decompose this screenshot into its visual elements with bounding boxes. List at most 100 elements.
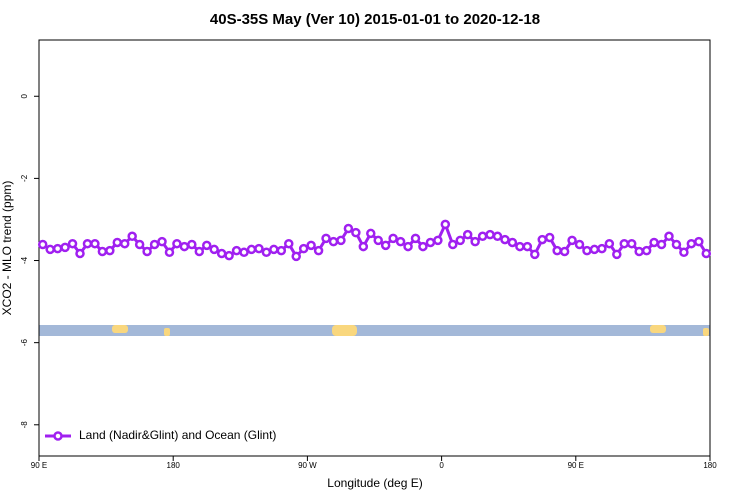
data-point bbox=[187, 239, 197, 250]
data-point bbox=[97, 246, 108, 257]
data-point bbox=[313, 245, 324, 256]
data-point bbox=[530, 249, 540, 260]
data-point bbox=[567, 235, 577, 246]
data-point bbox=[194, 246, 205, 257]
data-point bbox=[358, 241, 369, 252]
data-point bbox=[127, 231, 137, 242]
land-patch bbox=[112, 325, 128, 333]
data-point bbox=[142, 246, 152, 257]
legend-marker bbox=[53, 431, 63, 441]
y-axis-label: XCO2 - MLO trend (ppm) bbox=[0, 181, 14, 316]
data-point bbox=[149, 239, 160, 250]
chart-title: 40S-35S May (Ver 10) 2015-01-01 to 2020-… bbox=[210, 11, 540, 28]
data-point bbox=[105, 245, 115, 256]
data-point bbox=[52, 243, 63, 254]
data-point bbox=[321, 233, 331, 244]
data-point bbox=[671, 239, 682, 250]
data-point bbox=[619, 238, 630, 249]
data-point bbox=[82, 238, 93, 249]
data-point bbox=[612, 249, 622, 260]
x-tick-label: 90 E bbox=[31, 461, 47, 470]
data-point bbox=[664, 231, 674, 242]
data-point bbox=[276, 245, 287, 256]
data-point bbox=[686, 238, 697, 249]
data-point bbox=[522, 241, 533, 252]
data-point bbox=[216, 248, 227, 259]
data-point bbox=[418, 241, 428, 252]
data-point bbox=[246, 244, 257, 255]
data-point bbox=[388, 233, 398, 244]
data-point bbox=[291, 251, 301, 262]
data-point bbox=[112, 237, 123, 248]
data-point bbox=[649, 237, 659, 248]
data-point bbox=[679, 247, 689, 258]
data-point bbox=[597, 243, 607, 254]
land-patch bbox=[703, 328, 709, 336]
data-point bbox=[343, 223, 354, 234]
data-point bbox=[351, 227, 361, 238]
y-tick-label: -4 bbox=[20, 256, 29, 264]
y-tick-label: 0 bbox=[20, 93, 29, 98]
data-point bbox=[380, 240, 391, 251]
data-point bbox=[455, 235, 465, 246]
data-point bbox=[589, 244, 600, 255]
data-point bbox=[641, 245, 652, 256]
ocean-band bbox=[39, 325, 710, 336]
data-point bbox=[134, 239, 145, 250]
data-point bbox=[328, 236, 339, 247]
data-point bbox=[559, 246, 570, 257]
data-point bbox=[119, 238, 130, 249]
land-patch bbox=[164, 328, 170, 336]
land-patch bbox=[332, 325, 357, 336]
data-point bbox=[574, 239, 585, 250]
data-point bbox=[164, 247, 175, 258]
data-point bbox=[552, 245, 562, 256]
data-point bbox=[67, 238, 78, 249]
data-point bbox=[433, 235, 443, 246]
land-patch bbox=[650, 325, 666, 333]
x-tick-label: 180 bbox=[167, 461, 181, 470]
y-tick-label: -8 bbox=[20, 421, 29, 429]
data-point bbox=[462, 229, 473, 240]
data-point bbox=[440, 219, 451, 230]
data-point bbox=[231, 245, 242, 256]
data-point bbox=[202, 240, 212, 251]
data-point bbox=[492, 231, 503, 242]
data-point bbox=[656, 239, 667, 250]
data-point bbox=[373, 235, 383, 246]
data-point bbox=[515, 241, 525, 252]
data-point bbox=[500, 234, 510, 245]
land-ocean-strip bbox=[39, 325, 710, 336]
data-point bbox=[306, 240, 316, 251]
y-tick-label: -6 bbox=[20, 339, 29, 347]
data-point bbox=[90, 238, 100, 249]
data-point bbox=[582, 245, 592, 256]
data-point bbox=[701, 248, 712, 259]
data-point bbox=[157, 236, 167, 247]
x-tick-label: 180 bbox=[703, 461, 717, 470]
data-point bbox=[172, 238, 182, 249]
data-point bbox=[403, 241, 413, 252]
data-point bbox=[634, 246, 644, 257]
y-tick-label: -2 bbox=[20, 174, 29, 182]
data-point bbox=[604, 238, 615, 249]
legend-label: Land (Nadir&Glint) and Ocean (Glint) bbox=[79, 428, 276, 442]
data-point bbox=[410, 233, 421, 244]
data-point bbox=[694, 236, 704, 247]
data-point bbox=[485, 229, 495, 240]
plot-frame bbox=[38, 39, 711, 457]
data-point bbox=[179, 241, 190, 252]
data-point bbox=[336, 235, 346, 246]
data-point bbox=[537, 234, 547, 245]
data-point bbox=[254, 243, 264, 254]
data-point bbox=[448, 239, 458, 250]
data-point bbox=[224, 250, 234, 261]
data-point bbox=[470, 236, 480, 247]
data-point bbox=[269, 244, 279, 255]
data-point bbox=[477, 231, 488, 242]
x-tick-label: 90 W bbox=[298, 461, 317, 470]
data-point bbox=[507, 237, 518, 248]
data-point bbox=[298, 243, 309, 254]
x-axis-label: Longitude (deg E) bbox=[327, 476, 422, 490]
